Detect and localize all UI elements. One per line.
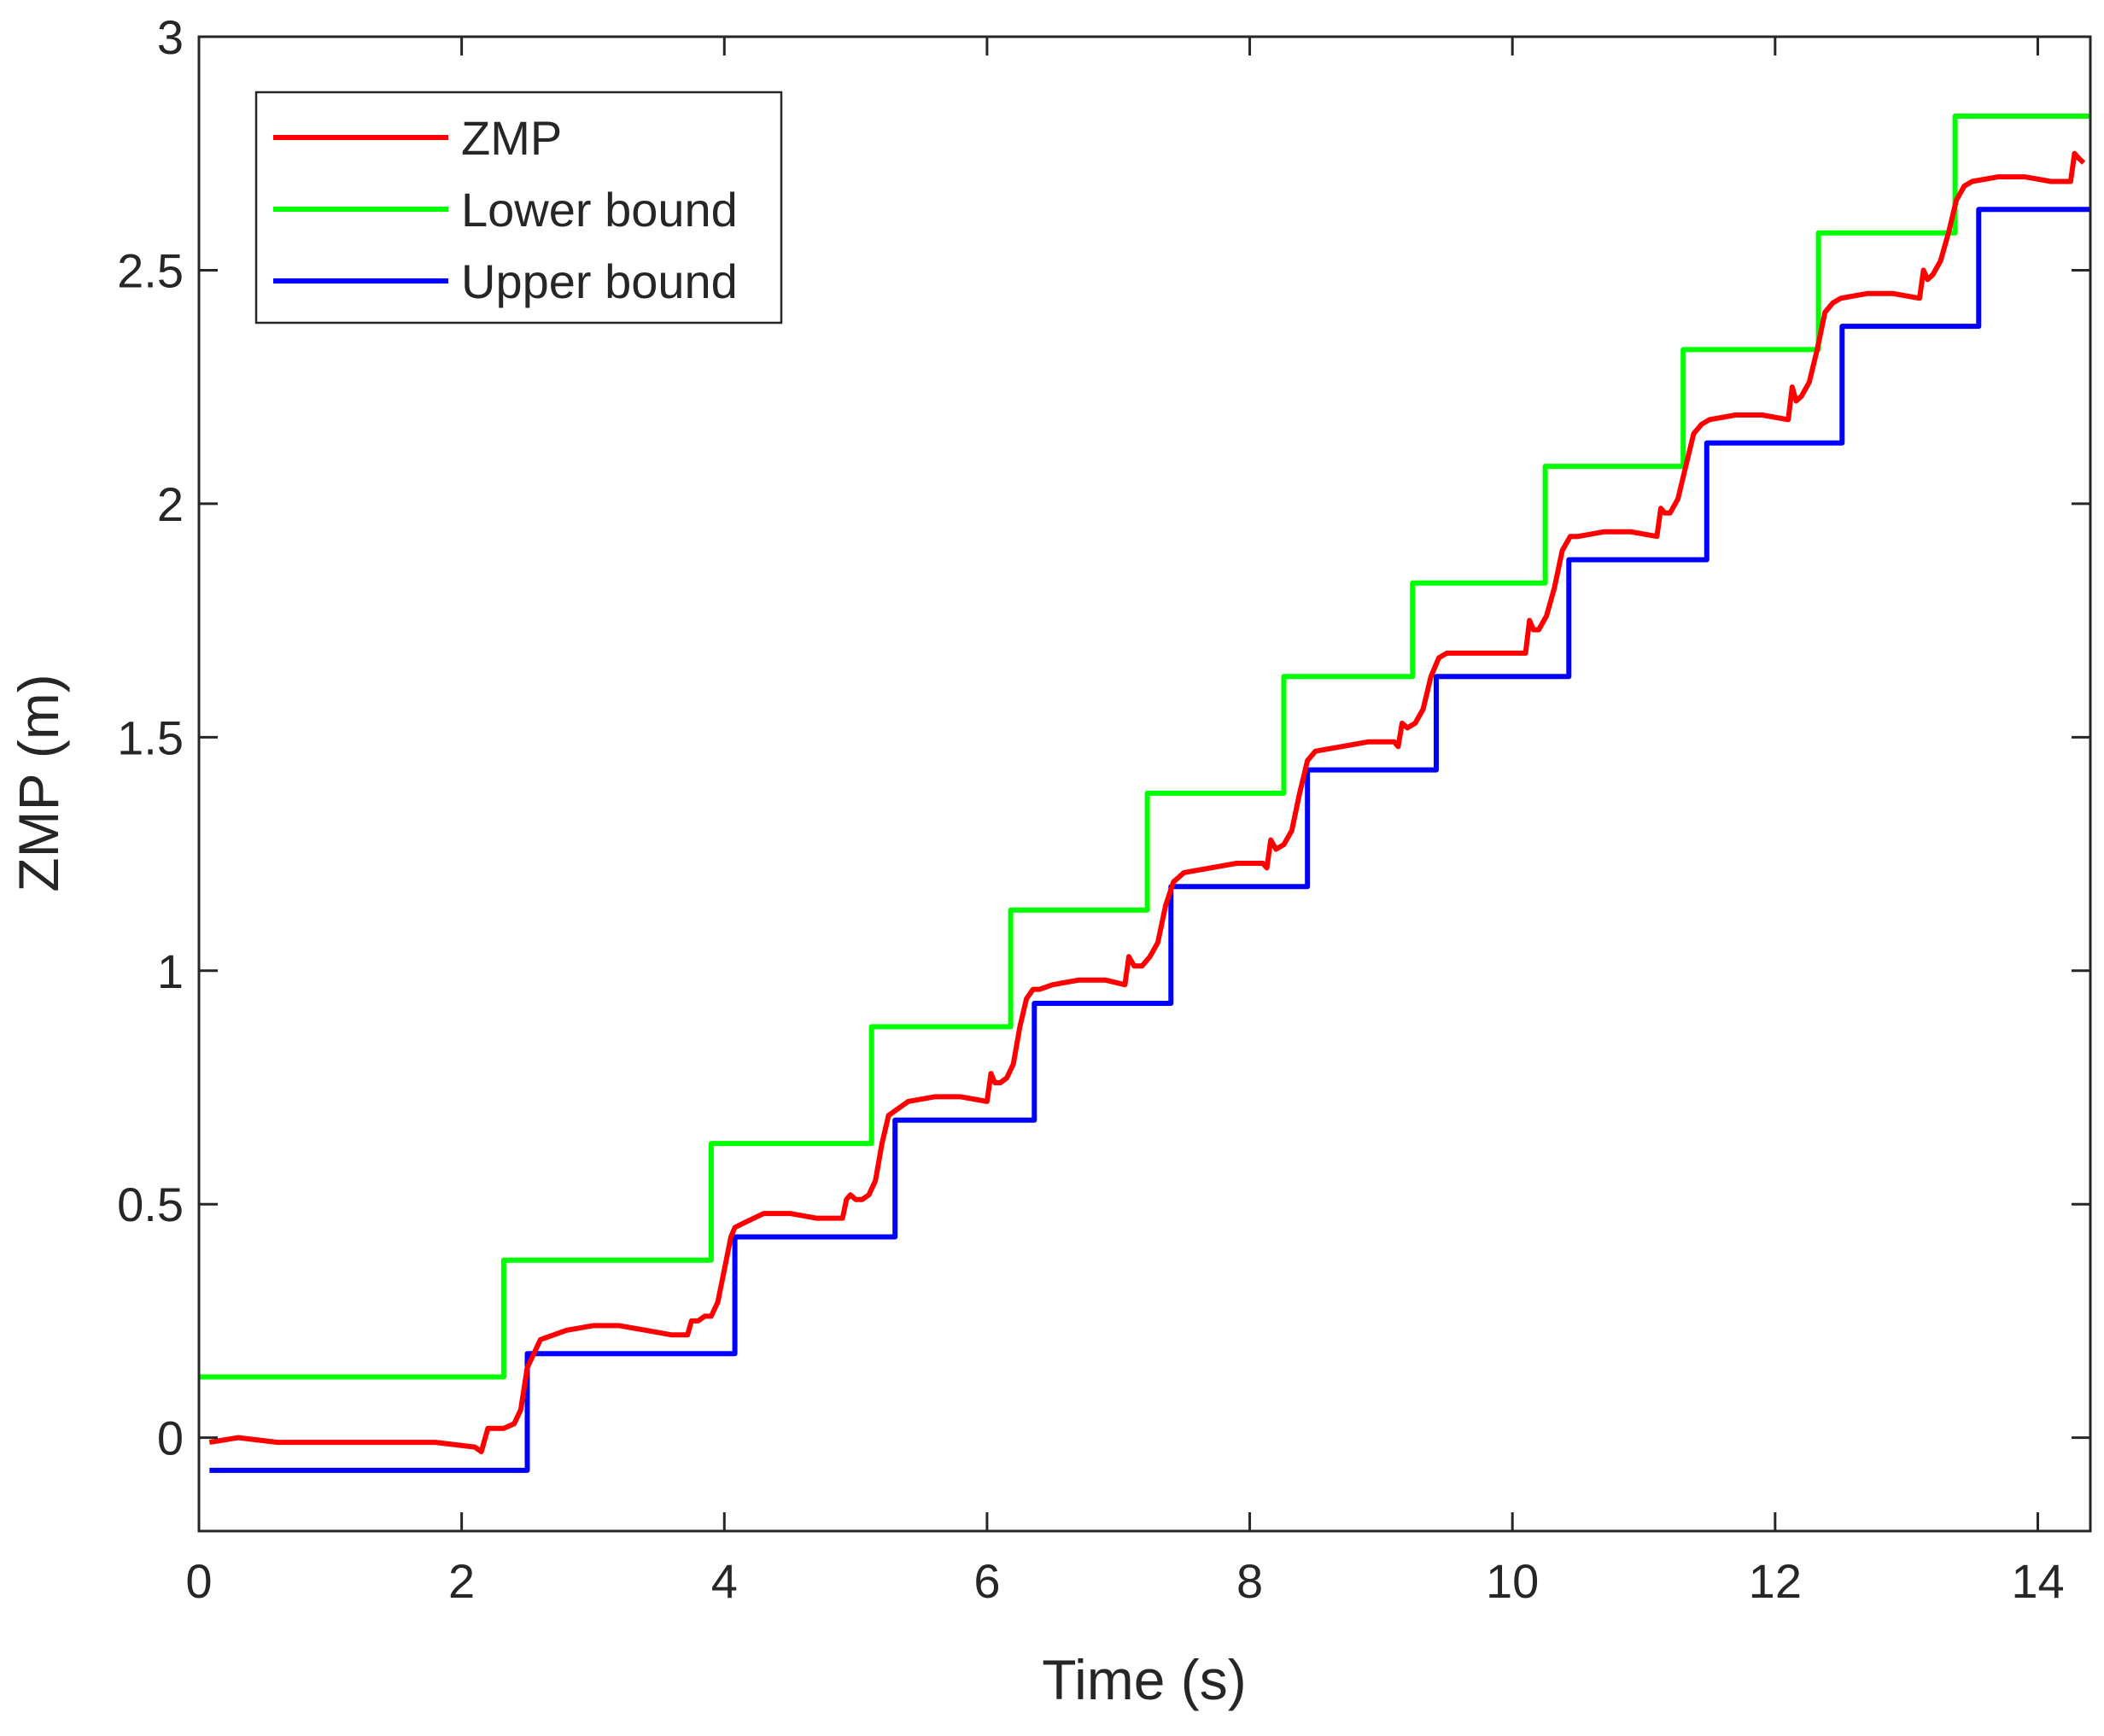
plot-area-frame: [197, 35, 2092, 1533]
legend: ZMP Lower bound Upper bound: [254, 91, 783, 324]
y-tick-label: 1.5: [117, 710, 184, 764]
y-tick-label: 0: [157, 1412, 184, 1465]
x-tick-label: 10: [1486, 1554, 1539, 1608]
y-tick-label: 2: [157, 477, 184, 531]
y-tick-label: 3: [157, 10, 184, 64]
legend-label-zmp: ZMP: [461, 111, 562, 165]
y-tick-label: 1: [157, 944, 184, 998]
y-tick-label: 2.5: [117, 243, 184, 297]
series-line-upper-bound: [209, 207, 2090, 1473]
series-line-lower-bound: [199, 114, 2090, 1380]
x-axis-ticks: 0 2 4 6 8 10 12 14: [185, 37, 2065, 1608]
series-layer: [199, 114, 2090, 1473]
x-tick-label: 2: [448, 1554, 475, 1608]
x-tick-label: 14: [2011, 1554, 2064, 1608]
y-axis-label: ZMP (m): [7, 674, 70, 891]
legend-label-lower-bound: Lower bound: [461, 183, 738, 237]
x-tick-label: 12: [1749, 1554, 1802, 1608]
series-line-zmp: [208, 150, 2086, 1454]
x-tick-label: 4: [711, 1554, 738, 1608]
legend-label-upper-bound: Upper bound: [461, 254, 738, 308]
y-axis-ticks: 0 0.5 1 1.5 2 2.5 3: [117, 10, 2090, 1465]
x-tick-label: 6: [973, 1554, 1000, 1608]
x-tick-label: 0: [185, 1554, 212, 1608]
x-tick-label: 8: [1236, 1554, 1263, 1608]
x-axis-label: Time (s): [1042, 1648, 1247, 1711]
y-tick-label: 0.5: [117, 1178, 184, 1231]
